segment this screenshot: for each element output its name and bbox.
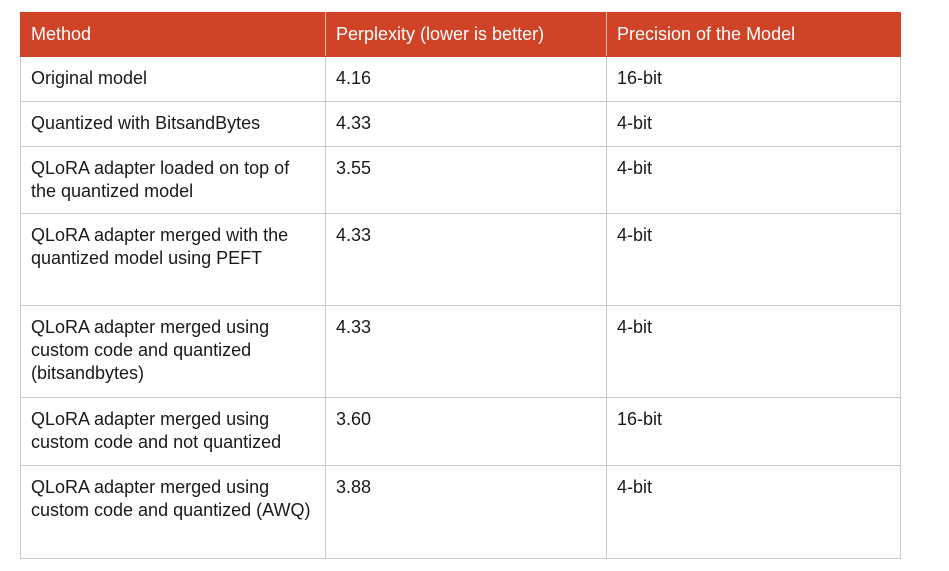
perplexity-cell: 4.33: [325, 101, 607, 147]
results-table: Method Perplexity (lower is better) Prec…: [20, 12, 901, 559]
method-cell: Original model: [20, 56, 326, 102]
table-row: QLoRA adapter merged using custom code a…: [20, 305, 901, 398]
precision-cell: 4-bit: [606, 101, 901, 147]
precision-cell: 4-bit: [606, 465, 901, 559]
precision-cell: 4-bit: [606, 213, 901, 306]
perplexity-cell: 4.16: [325, 56, 607, 102]
table-header: Method Perplexity (lower is better) Prec…: [20, 12, 901, 57]
precision-cell: 16-bit: [606, 56, 901, 102]
method-cell: QLoRA adapter merged using custom code a…: [20, 305, 326, 398]
table-body: Original model 4.16 16-bit Quantized wit…: [20, 56, 901, 559]
table-row: QLoRA adapter merged using custom code a…: [20, 397, 901, 466]
precision-cell: 4-bit: [606, 305, 901, 398]
table-row: QLoRA adapter merged with the quantized …: [20, 213, 901, 306]
method-cell: QLoRA adapter merged using custom code a…: [20, 465, 326, 559]
table-row: QLoRA adapter loaded on top of the quant…: [20, 146, 901, 214]
precision-cell: 16-bit: [606, 397, 901, 466]
perplexity-cell: 3.88: [325, 465, 607, 559]
header-perplexity: Perplexity (lower is better): [325, 12, 607, 57]
method-cell: QLoRA adapter loaded on top of the quant…: [20, 146, 326, 214]
header-precision: Precision of the Model: [606, 12, 901, 57]
perplexity-cell: 3.60: [325, 397, 607, 466]
table-row: Original model 4.16 16-bit: [20, 56, 901, 102]
precision-cell: 4-bit: [606, 146, 901, 214]
header-row: Method Perplexity (lower is better) Prec…: [20, 12, 901, 57]
table-row: QLoRA adapter merged using custom code a…: [20, 465, 901, 559]
perplexity-cell: 4.33: [325, 213, 607, 306]
method-cell: QLoRA adapter merged using custom code a…: [20, 397, 326, 466]
method-cell: Quantized with BitsandBytes: [20, 101, 326, 147]
header-method: Method: [20, 12, 326, 57]
method-cell: QLoRA adapter merged with the quantized …: [20, 213, 326, 306]
perplexity-cell-best: 3.55: [325, 146, 607, 214]
table-row: Quantized with BitsandBytes 4.33 4-bit: [20, 101, 901, 147]
perplexity-cell: 4.33: [325, 305, 607, 398]
